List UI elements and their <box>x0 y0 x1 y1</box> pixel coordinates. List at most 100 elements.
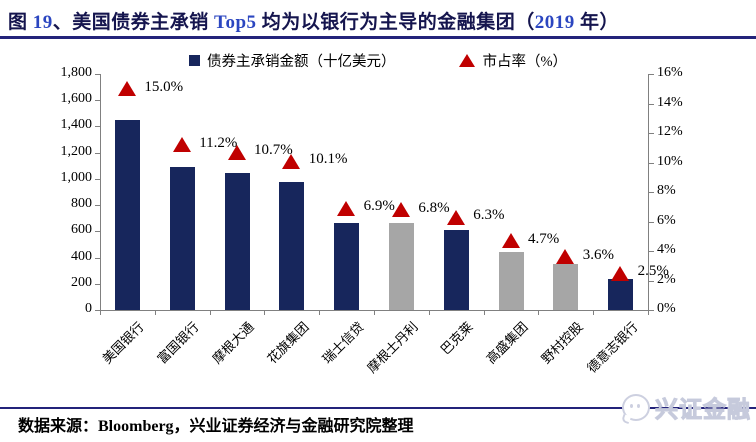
y-axis-tick-label: 200 <box>71 274 92 290</box>
market-share-marker-icon <box>556 249 575 265</box>
x-axis-tick <box>483 310 485 315</box>
y2-axis-tick <box>649 74 654 75</box>
x-axis-tick <box>100 310 101 315</box>
market-share-marker-icon <box>391 202 410 218</box>
y-axis-tick-label: 1,600 <box>60 91 93 107</box>
y2-axis-tick <box>649 103 654 105</box>
bar-6 <box>388 223 414 310</box>
market-share-marker-icon <box>337 200 356 216</box>
market-share-marker-icon <box>501 233 520 249</box>
market-share-label: 6.9% <box>363 198 395 215</box>
bar-9 <box>553 264 579 310</box>
triangle-series-swatch-icon <box>459 54 476 67</box>
market-share-marker-icon <box>282 153 301 169</box>
market-share-label: 6.3% <box>473 207 505 224</box>
y-axis-tick-label: 0 <box>85 301 92 316</box>
y-axis-tick <box>95 205 100 207</box>
y-axis-tick <box>95 231 100 233</box>
category-label-text: 巴克莱 <box>437 319 476 358</box>
market-share-label: 6.8% <box>418 199 450 216</box>
bar-5 <box>334 222 360 310</box>
y-axis-tick <box>95 100 100 102</box>
y2-axis-tick-label: 10% <box>657 153 683 169</box>
category-label-text: 野村控股 <box>538 319 586 367</box>
y-axis-tick-label: 800 <box>71 196 92 212</box>
x-axis-tick <box>374 310 375 315</box>
market-share-marker-icon <box>227 144 246 160</box>
market-share-label: 4.7% <box>528 230 560 247</box>
y2-axis-tick-label: 4% <box>657 242 676 257</box>
y2-axis-tick-label: 2% <box>657 271 676 287</box>
category-label-text: 摩根大通 <box>209 319 257 367</box>
y-axis-left-line <box>100 74 101 310</box>
x-axis-tick <box>154 310 156 315</box>
title-underline <box>0 36 756 39</box>
y-axis-tick <box>95 126 100 128</box>
x-axis-tick <box>648 310 649 315</box>
figure-title: 图 19、美国债券主承销 Top5 均为以银行为主导的金融集团（2019 年） <box>8 12 620 33</box>
bar-10 <box>608 279 634 310</box>
y2-axis-tick <box>649 162 654 164</box>
bar-3 <box>224 172 250 310</box>
market-share-marker-icon <box>446 209 465 225</box>
category-label-text: 富国银行 <box>154 319 202 367</box>
y2-axis-tick <box>649 280 654 282</box>
brand-watermark: 兴证金融 <box>620 390 751 424</box>
y2-axis-tick <box>649 192 654 193</box>
x-axis-tick <box>264 310 266 315</box>
legend-item-underwriting: 债券主承销金额（十亿美元） <box>188 50 396 71</box>
y2-axis-tick <box>649 221 654 223</box>
category-label-text: 瑞士信贷 <box>318 319 367 367</box>
x-axis-tick <box>428 310 430 315</box>
y-axis-tick-label: 400 <box>71 248 92 264</box>
data-source-note: 数据来源：Bloomberg，兴业证券经济与金融研究院整理 <box>18 418 414 435</box>
y2-axis-tick <box>649 133 654 134</box>
wechat-bubble-icon <box>620 393 650 424</box>
market-share-marker-icon <box>117 81 136 97</box>
bar-series-swatch-icon <box>188 55 200 66</box>
bar-4 <box>279 182 305 310</box>
market-share-marker-icon <box>611 265 630 281</box>
chart-legend: 债券主承销金额（十亿美元） 市占率（%） <box>0 50 756 71</box>
y2-axis-tick-label: 6% <box>657 212 676 228</box>
category-label-text: 高盛集团 <box>483 319 531 367</box>
bar-2 <box>169 167 195 310</box>
legend-label-underwriting: 债券主承销金额（十亿美元） <box>206 54 396 70</box>
category-label-text: 德意志银行 <box>583 319 641 376</box>
y-axis-tick-label: 1,200 <box>60 143 93 159</box>
y2-axis-tick-label: 16% <box>657 65 683 80</box>
y-axis-tick <box>95 310 100 311</box>
category-label-text: 花旗集团 <box>264 319 312 367</box>
y-axis-tick <box>95 257 100 259</box>
x-axis-tick <box>538 310 540 315</box>
y-axis-tick <box>95 74 100 75</box>
y-axis-tick <box>95 283 100 285</box>
y-axis-tick-label: 1,000 <box>60 169 93 185</box>
market-share-marker-icon <box>172 137 191 153</box>
bar-1 <box>114 119 140 310</box>
market-share-label: 10.1% <box>308 151 348 168</box>
y2-axis-tick <box>649 251 654 252</box>
legend-label-market-share: 市占率（%） <box>482 54 568 70</box>
market-share-label: 3.6% <box>582 246 615 263</box>
y2-axis-tick <box>649 310 654 311</box>
market-share-label: 15.0% <box>144 78 184 95</box>
x-axis-tick <box>319 310 321 315</box>
y-axis-tick <box>95 152 100 154</box>
category-label-text: 摩根士丹利 <box>364 319 422 376</box>
y-axis-right-line <box>648 74 649 310</box>
bar-8 <box>498 251 524 310</box>
category-label-text: 美国银行 <box>99 319 148 367</box>
market-share-label: 2.5% <box>637 263 669 280</box>
bar-7 <box>443 230 469 310</box>
brand-watermark-text: 兴证金融 <box>655 397 751 423</box>
y-axis-tick-label: 600 <box>71 222 92 238</box>
legend-item-market-share: 市占率（%） <box>459 50 567 71</box>
y2-axis-tick-label: 14% <box>657 94 683 110</box>
y2-axis-tick-label: 12% <box>657 124 683 139</box>
x-axis-tick <box>209 310 211 315</box>
y-axis-tick-label: 1,800 <box>60 65 93 80</box>
y-axis-tick <box>95 178 100 180</box>
y-axis-tick-label: 1,400 <box>60 117 93 133</box>
